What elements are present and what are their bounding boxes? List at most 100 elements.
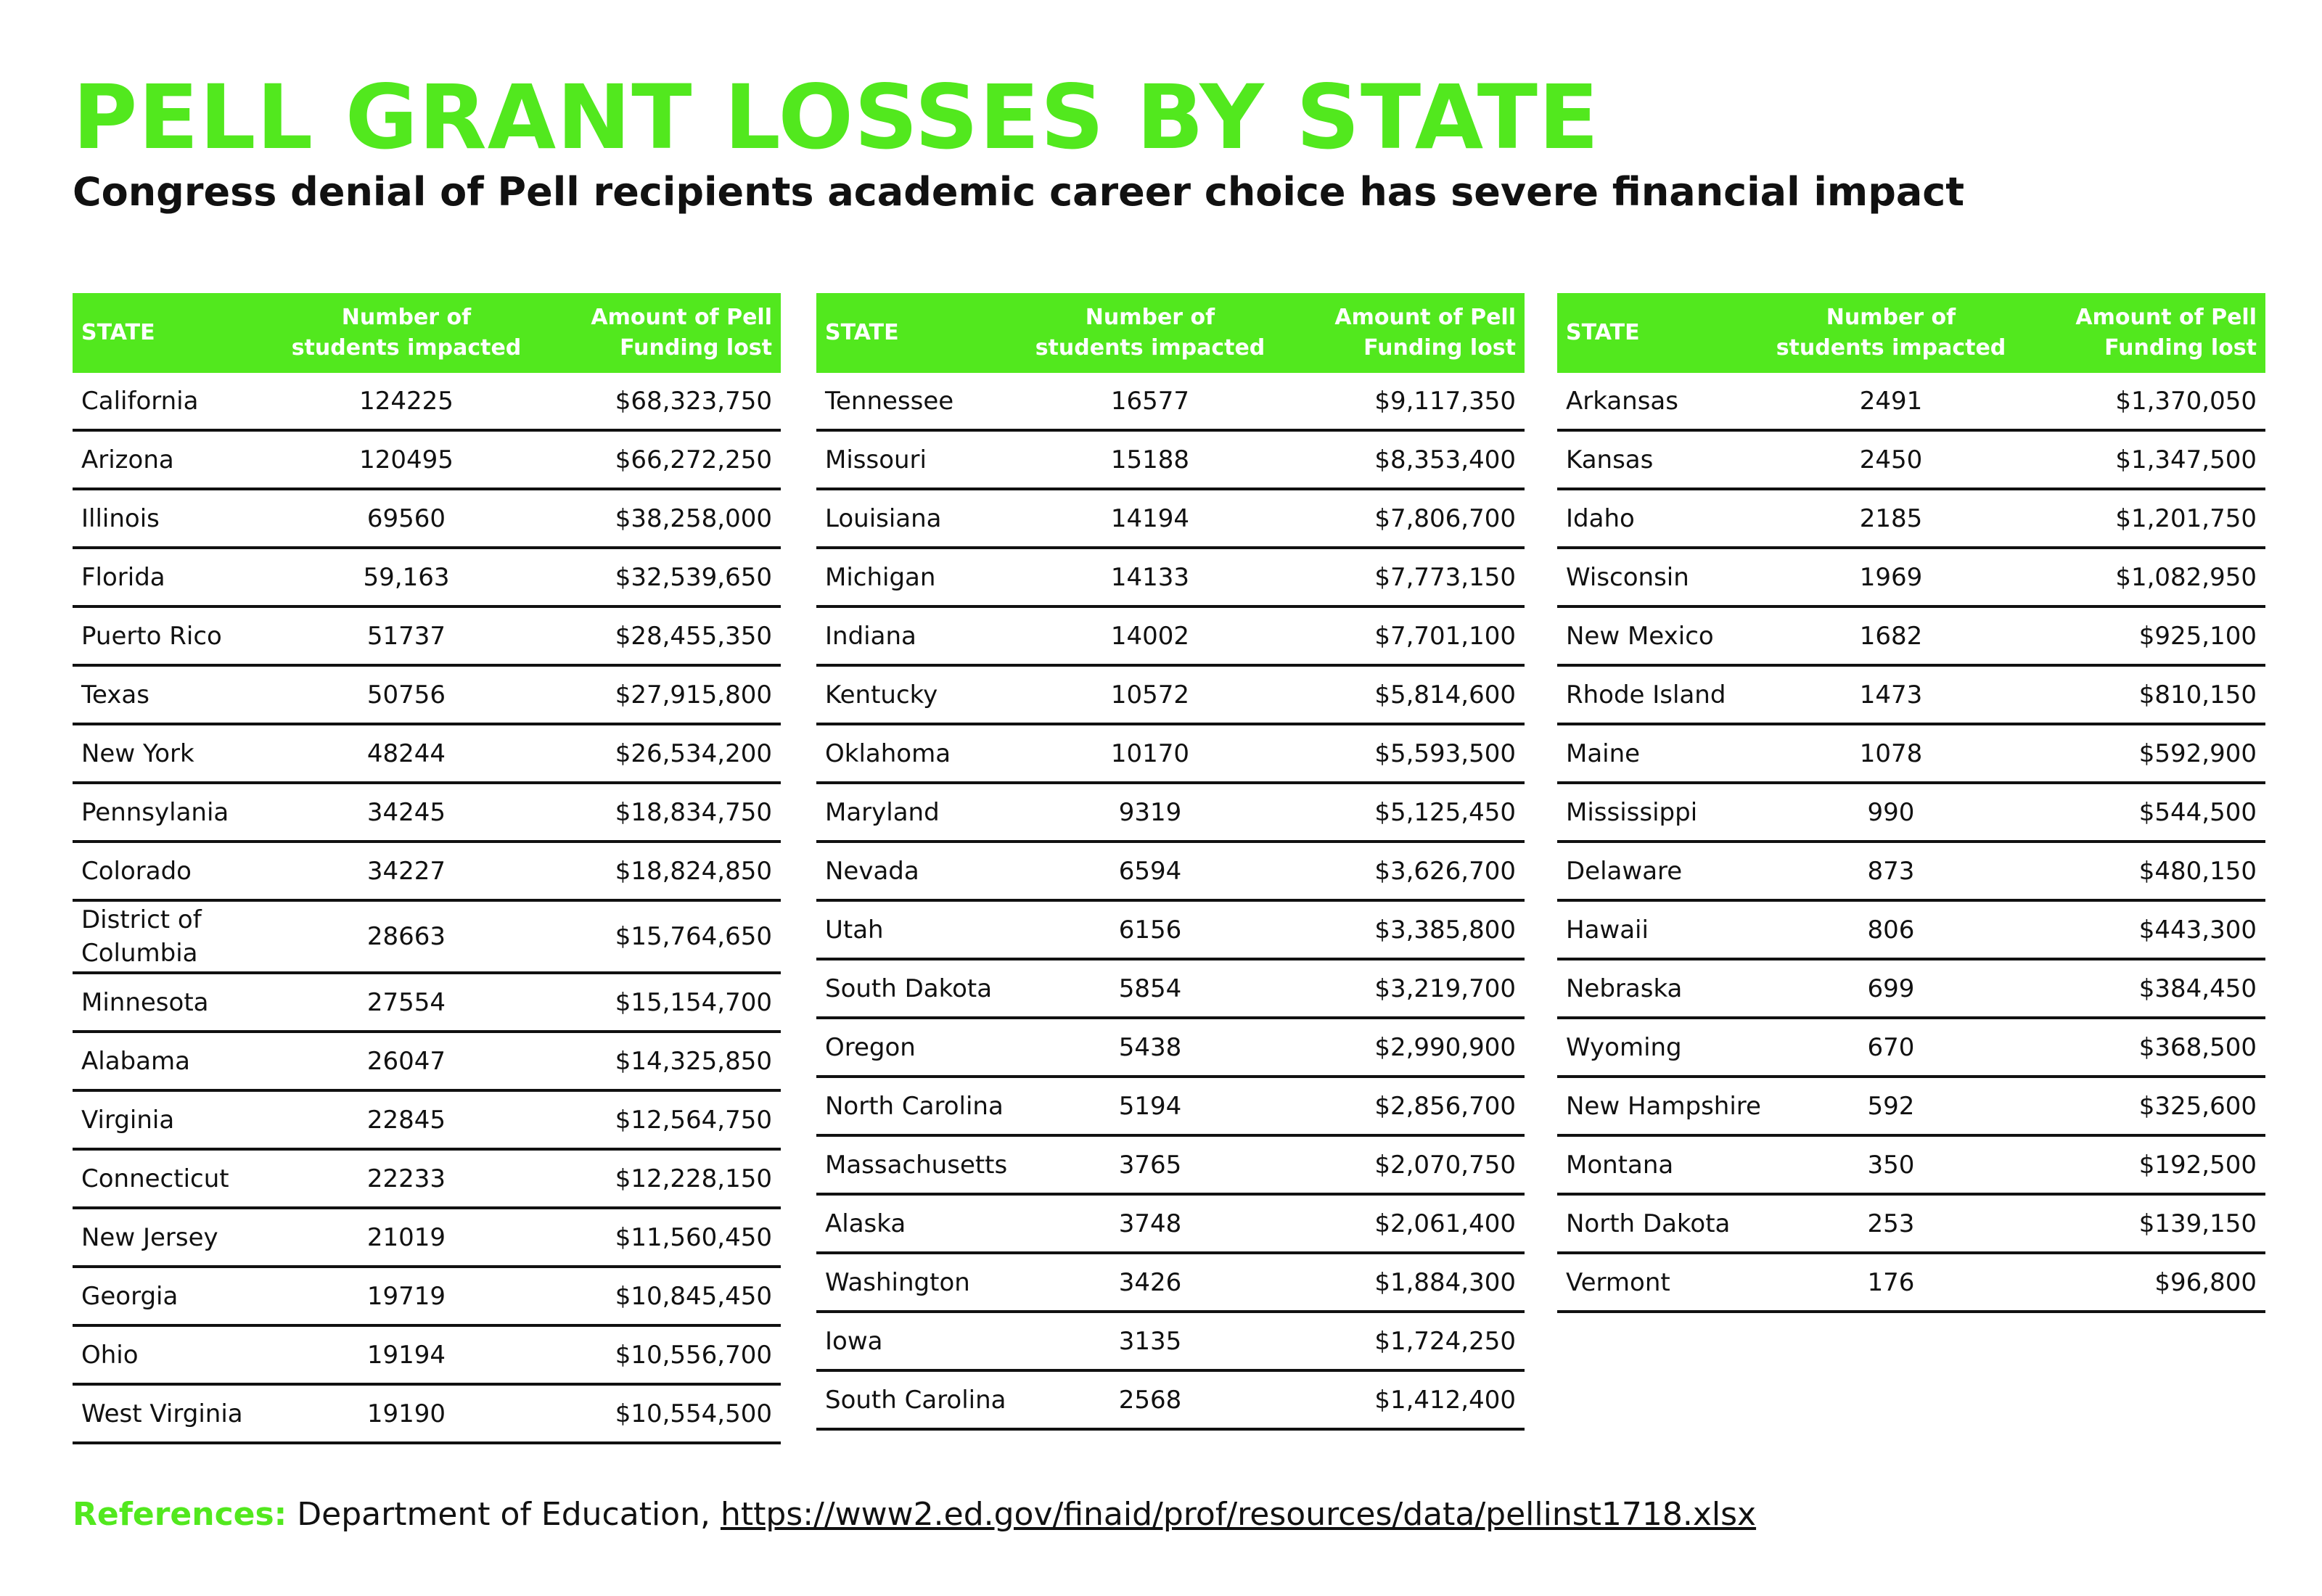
table-row: Nevada 6594 $3,626,700 (816, 843, 1525, 902)
students-cell: 6594 (1118, 856, 1182, 886)
students-cell: 1682 (1859, 621, 1923, 651)
students-cell: 27554 (366, 987, 446, 1017)
state-cell: Texas (81, 680, 149, 709)
students-cell: 2185 (1859, 503, 1923, 533)
table-row: Texas 50756 $27,915,800 (73, 667, 781, 725)
funding-cell: $28,455,350 (615, 621, 772, 651)
table-row: Illinois 69560 $38,258,000 (73, 490, 781, 549)
table-row: Missouri 15188 $8,353,400 (816, 432, 1525, 490)
students-cell: 48244 (366, 739, 446, 768)
state-cell: Montana (1566, 1150, 1674, 1180)
students-cell: 22845 (366, 1105, 446, 1135)
state-cell: Kentucky (825, 680, 938, 709)
state-cell: Alabama (81, 1046, 190, 1076)
state-cell: New York (81, 739, 194, 768)
header-students: Number of students impacted (1035, 305, 1265, 361)
funding-cell: $192,500 (2138, 1150, 2257, 1180)
state-table-1: STATE Number of students impacted Amount… (73, 293, 781, 1444)
funding-cell: $1,201,750 (2115, 503, 2257, 533)
students-cell: 34245 (366, 797, 446, 827)
students-cell: 350 (1867, 1150, 1915, 1180)
state-cell: Arizona (81, 445, 174, 474)
funding-cell: $3,385,800 (1374, 915, 1516, 945)
table-row: Nebraska 699 $384,450 (1557, 961, 2265, 1019)
table-row: South Carolina 2568 $1,412,400 (816, 1372, 1525, 1431)
table-row: Tennessee 16577 $9,117,350 (816, 373, 1525, 432)
table-row: North Carolina 5194 $2,856,700 (816, 1078, 1525, 1137)
state-cell: West Virginia (81, 1399, 243, 1428)
students-cell: 19719 (366, 1281, 446, 1311)
table-row: Indiana 14002 $7,701,100 (816, 608, 1525, 667)
page-title: PELL GRANT LOSSES BY STATE (73, 66, 1600, 169)
funding-cell: $592,900 (2138, 739, 2257, 768)
table-row: Wyoming 670 $368,500 (1557, 1019, 2265, 1078)
table-row: Wisconsin 1969 $1,082,950 (1557, 549, 2265, 608)
students-cell: 14002 (1110, 621, 1190, 651)
students-cell: 6156 (1118, 915, 1182, 945)
students-cell: 699 (1867, 974, 1915, 1003)
table-row: Puerto Rico 51737 $28,455,350 (73, 608, 781, 667)
table-body: Arkansas 2491 $1,370,050 Kansas 2450 $1,347,5… (1557, 373, 2265, 1313)
students-cell: 176 (1867, 1267, 1915, 1297)
students-cell: 10170 (1110, 739, 1190, 768)
students-cell: 5194 (1118, 1091, 1182, 1121)
header-state: STATE (1566, 320, 1640, 345)
students-cell: 2491 (1859, 386, 1923, 416)
state-cell: Idaho (1566, 503, 1635, 533)
funding-cell: $325,600 (2138, 1091, 2257, 1121)
table-row: Virginia 22845 $12,564,750 (73, 1092, 781, 1151)
table-row: Minnesota 27554 $15,154,700 (73, 974, 781, 1033)
table-row: New York 48244 $26,534,200 (73, 725, 781, 784)
state-cell: District of Columbia (81, 905, 202, 968)
funding-cell: $9,117,350 (1374, 386, 1516, 416)
students-cell: 19190 (366, 1399, 446, 1428)
students-cell: 806 (1867, 915, 1915, 945)
funding-cell: $5,814,600 (1374, 680, 1516, 709)
table-row: Maine 1078 $592,900 (1557, 725, 2265, 784)
funding-cell: $2,990,900 (1374, 1032, 1516, 1062)
state-cell: Delaware (1566, 856, 1683, 886)
funding-cell: $18,824,850 (615, 856, 772, 886)
funding-cell: $1,347,500 (2115, 445, 2257, 474)
header-funding: Amount of Pell Funding lost (1334, 305, 1516, 361)
state-cell: Iowa (825, 1326, 883, 1356)
table-header: STATE Number of students impacted Amount… (816, 293, 1525, 373)
table-row: Idaho 2185 $1,201,750 (1557, 490, 2265, 549)
funding-cell: $3,626,700 (1374, 856, 1516, 886)
funding-cell: $10,556,700 (615, 1340, 772, 1370)
students-cell: 26047 (366, 1046, 446, 1076)
references-source: Department of Education, (297, 1496, 710, 1533)
students-cell: 120495 (359, 445, 454, 474)
state-cell: Michigan (825, 562, 936, 592)
funding-cell: $384,450 (2138, 974, 2257, 1003)
state-cell: Ohio (81, 1340, 139, 1370)
funding-cell: $27,915,800 (615, 680, 772, 709)
students-cell: 3765 (1118, 1150, 1182, 1180)
references-link[interactable]: https://www2.ed.gov/finaid/prof/resource… (720, 1496, 1757, 1533)
table-row: Michigan 14133 $7,773,150 (816, 549, 1525, 608)
funding-cell: $2,856,700 (1374, 1091, 1516, 1121)
funding-cell: $7,806,700 (1374, 503, 1516, 533)
header-funding: Amount of Pell Funding lost (2075, 305, 2257, 361)
students-cell: 5854 (1118, 974, 1182, 1003)
table-row: Pennsylania 34245 $18,834,750 (73, 784, 781, 843)
students-cell: 9319 (1118, 797, 1182, 827)
table-row: Iowa 3135 $1,724,250 (816, 1313, 1525, 1372)
funding-cell: $18,834,750 (615, 797, 772, 827)
students-cell: 51737 (366, 621, 446, 651)
funding-cell: $8,353,400 (1374, 445, 1516, 474)
state-cell: New Hampshire (1566, 1091, 1761, 1121)
funding-cell: $139,150 (2138, 1209, 2257, 1238)
state-cell: Illinois (81, 503, 160, 533)
table-row: District of Columbia 28663 $15,764,650 (73, 902, 781, 974)
funding-cell: $11,560,450 (615, 1222, 772, 1252)
table-header: STATE Number of students impacted Amount… (1557, 293, 2265, 373)
state-table-3: STATE Number of students impacted Amount… (1557, 293, 2265, 1313)
funding-cell: $26,534,200 (615, 739, 772, 768)
state-cell: Massachusetts (825, 1150, 1008, 1180)
students-cell: 2568 (1118, 1385, 1182, 1415)
students-cell: 990 (1867, 797, 1915, 827)
state-cell: South Dakota (825, 974, 993, 1003)
state-cell: Louisiana (825, 503, 942, 533)
students-cell: 14133 (1110, 562, 1190, 592)
